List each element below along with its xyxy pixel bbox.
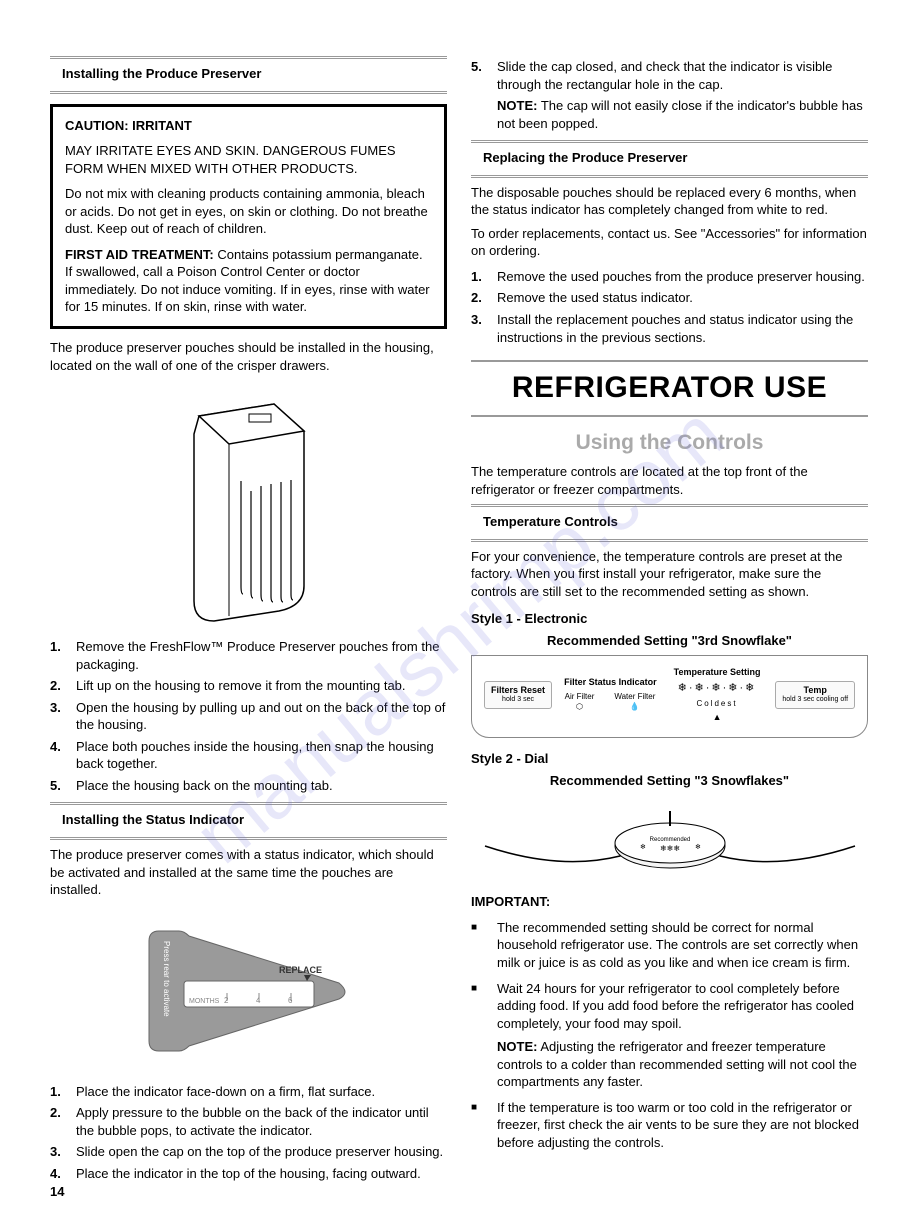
caution-heading: CAUTION: IRRITANT [65,118,192,133]
caution-text: FIRST AID TREATMENT: Contains potassium … [65,246,432,316]
step-item: Install the replacement pouches and stat… [497,311,868,346]
body-text: The produce preserver comes with a statu… [50,846,447,899]
step-item: Slide open the cap on the top of the pro… [76,1143,447,1161]
divider [471,504,868,507]
svg-text:2: 2 [224,996,229,1005]
svg-text:4: 4 [256,996,261,1005]
style2-recommendation: Recommended Setting "3 Snowflakes" [471,772,868,790]
bullet-item: If the temperature is too warm or too co… [497,1099,868,1152]
body-text: For your convenience, the temperature co… [471,548,868,601]
step-item: Remove the FreshFlow™ Produce Preserver … [76,638,447,673]
svg-text:6: 6 [288,996,293,1005]
figure-status-indicator: REPLACE MONTHS 2 4 6 Press rear to activ… [50,911,447,1071]
bullet-item: The recommended setting should be correc… [497,919,868,972]
step-item: Remove the used pouches from the produce… [497,268,868,286]
important-label: IMPORTANT: [471,893,868,911]
step-item: Place both pouches inside the housing, t… [76,738,447,773]
divider [471,539,868,542]
svg-text:Recommended: Recommended [649,837,690,843]
section-heading-status-indicator: Installing the Status Indicator [50,809,447,831]
figure-preserver-housing [50,386,447,626]
filters-reset-button: Filters Reset hold 3 sec [484,681,552,709]
style2-label: Style 2 - Dial [471,750,868,768]
style1-recommendation: Recommended Setting "3rd Snowflake" [471,632,868,650]
sub-heading-using-controls: Using the Controls [471,429,868,457]
replace-label: REPLACE [279,965,322,975]
indicator-steps-list: Place the indicator face-down on a firm,… [50,1083,447,1183]
svg-text:❄❄❄: ❄❄❄ [659,844,679,853]
filter-status-area: Filter Status Indicator Air Filter ⬡ Wat… [562,676,659,713]
temp-button: Temp hold 3 sec cooling off [775,681,855,709]
caution-text: Do not mix with cleaning products contai… [65,185,432,238]
step-item: Apply pressure to the bubble on the back… [76,1104,447,1139]
divider [471,140,868,143]
step-item: Lift up on the housing to remove it from… [76,677,447,695]
divider [50,56,447,59]
svg-text:❄: ❄ [640,843,646,851]
step-item: Place the housing back on the mounting t… [76,777,447,795]
divider [50,802,447,805]
install-steps-list: Remove the FreshFlow™ Produce Preserver … [50,638,447,794]
caution-box: CAUTION: IRRITANT MAY IRRITATE EYES AND … [50,104,447,329]
svg-text:Press rear to activate: Press rear to activate [162,941,171,1017]
divider [471,175,868,178]
body-text: The disposable pouches should be replace… [471,184,868,219]
temperature-setting-area: Temperature Setting ❄·❄·❄·❄·❄ Coldest ▲ [669,666,766,723]
important-bullets: The recommended setting should be correc… [471,919,868,1152]
two-column-layout: Installing the Produce Preserver CAUTION… [50,50,868,1190]
section-heading-replacing: Replacing the Produce Preserver [471,147,868,169]
figure-dial-control: Recommended ❄❄❄ ❄ ❄ [471,801,868,881]
continued-steps-list: Slide the cap closed, and check that the… [471,58,868,132]
page-number: 14 [50,1183,64,1201]
body-text: The temperature controls are located at … [471,463,868,498]
right-column: Slide the cap closed, and check that the… [471,50,868,1190]
control-panel-electronic: Filters Reset hold 3 sec Filter Status I… [471,655,868,738]
step-item: Place the indicator in the top of the ho… [76,1165,447,1183]
section-heading-temperature: Temperature Controls [471,511,868,533]
body-text: The produce preserver pouches should be … [50,339,447,374]
body-text: To order replacements, contact us. See "… [471,225,868,260]
replace-steps-list: Remove the used pouches from the produce… [471,268,868,346]
step-item: Slide the cap closed, and check that the… [497,58,868,132]
bullet-item: Wait 24 hours for your refrigerator to c… [497,980,868,1091]
divider [50,837,447,840]
section-heading-install-preserver: Installing the Produce Preserver [50,63,447,85]
style1-label: Style 1 - Electronic [471,610,868,628]
caution-text: MAY IRRITATE EYES AND SKIN. DANGEROUS FU… [65,142,432,177]
main-heading-refrigerator-use: REFRIGERATOR USE [471,360,868,417]
left-column: Installing the Produce Preserver CAUTION… [50,50,447,1190]
step-item: Place the indicator face-down on a firm,… [76,1083,447,1101]
svg-text:❄: ❄ [695,843,701,851]
step-item: Remove the used status indicator. [497,289,868,307]
step-item: Open the housing by pulling up and out o… [76,699,447,734]
svg-text:MONTHS: MONTHS [189,998,220,1005]
divider [50,91,447,94]
